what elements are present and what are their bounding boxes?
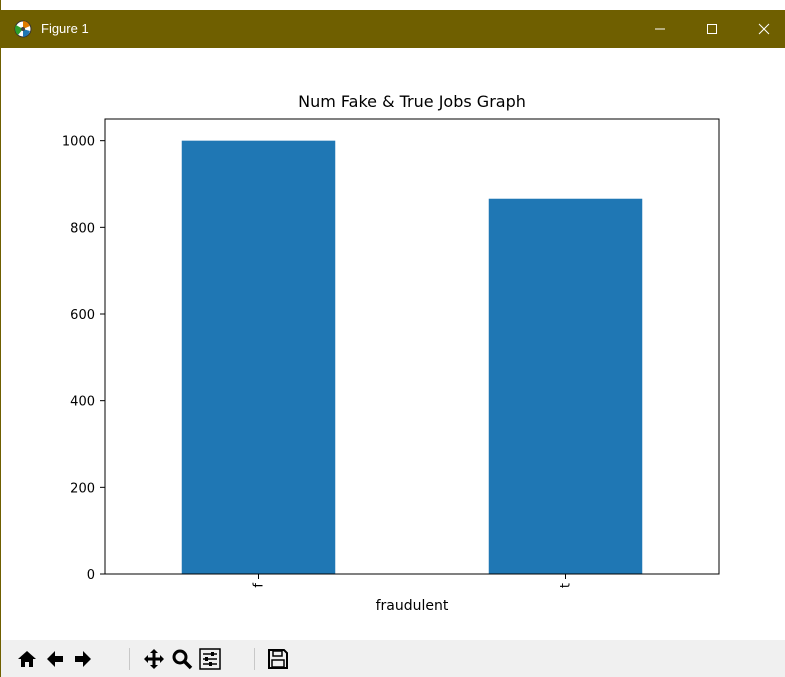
- y-tick-label: 200: [70, 481, 95, 496]
- zoom-button[interactable]: [169, 646, 195, 672]
- pan-icon: [144, 649, 164, 669]
- zoom-icon: [172, 649, 193, 670]
- chart-area[interactable]: Num Fake & True Jobs Graph 0 200 400 600 800…: [1, 48, 785, 640]
- close-button[interactable]: [739, 10, 785, 48]
- pan-button[interactable]: [141, 646, 167, 672]
- back-icon: [47, 651, 63, 667]
- back-button[interactable]: [42, 646, 68, 672]
- bar-f: [181, 140, 336, 574]
- y-axis: 0 200 400 600 800 1000: [62, 135, 105, 583]
- bar-t: [488, 198, 643, 574]
- plot-frame: [104, 118, 720, 575]
- navigation-toolbar: [1, 640, 785, 677]
- home-button[interactable]: [14, 646, 40, 672]
- save-icon: [268, 649, 288, 669]
- y-tick-label: 0: [87, 568, 95, 583]
- configure-subplots-icon: [199, 648, 221, 670]
- y-tick-label: 400: [70, 395, 95, 410]
- close-icon: [758, 23, 770, 35]
- save-button[interactable]: [265, 646, 291, 672]
- bar-chart: Num Fake & True Jobs Graph 0 200 400 600 800…: [62, 92, 720, 614]
- x-tick-label: t: [559, 583, 574, 588]
- title-bar[interactable]: Figure 1: [1, 10, 785, 48]
- forward-icon: [75, 651, 91, 667]
- y-tick-label: 1000: [62, 135, 95, 150]
- app-icon: [14, 20, 32, 38]
- window-title: Figure 1: [41, 21, 89, 36]
- y-tick-label: 600: [70, 308, 95, 323]
- toolbar-separator: [129, 648, 130, 670]
- toolbar-separator: [254, 648, 255, 670]
- y-tick-label: 800: [70, 221, 95, 236]
- chart-title: Num Fake & True Jobs Graph: [298, 92, 526, 111]
- maximize-icon: [707, 24, 717, 34]
- x-tick-label: f: [252, 583, 267, 588]
- minimize-button[interactable]: [635, 10, 685, 48]
- minimize-icon: [655, 28, 665, 30]
- maximize-button[interactable]: [687, 10, 737, 48]
- configure-subplots-button[interactable]: [197, 646, 223, 672]
- top-strip: [1, 0, 785, 10]
- bars: [181, 140, 643, 574]
- home-icon: [18, 651, 36, 667]
- forward-button[interactable]: [70, 646, 96, 672]
- x-axis-label: fraudulent: [376, 598, 449, 614]
